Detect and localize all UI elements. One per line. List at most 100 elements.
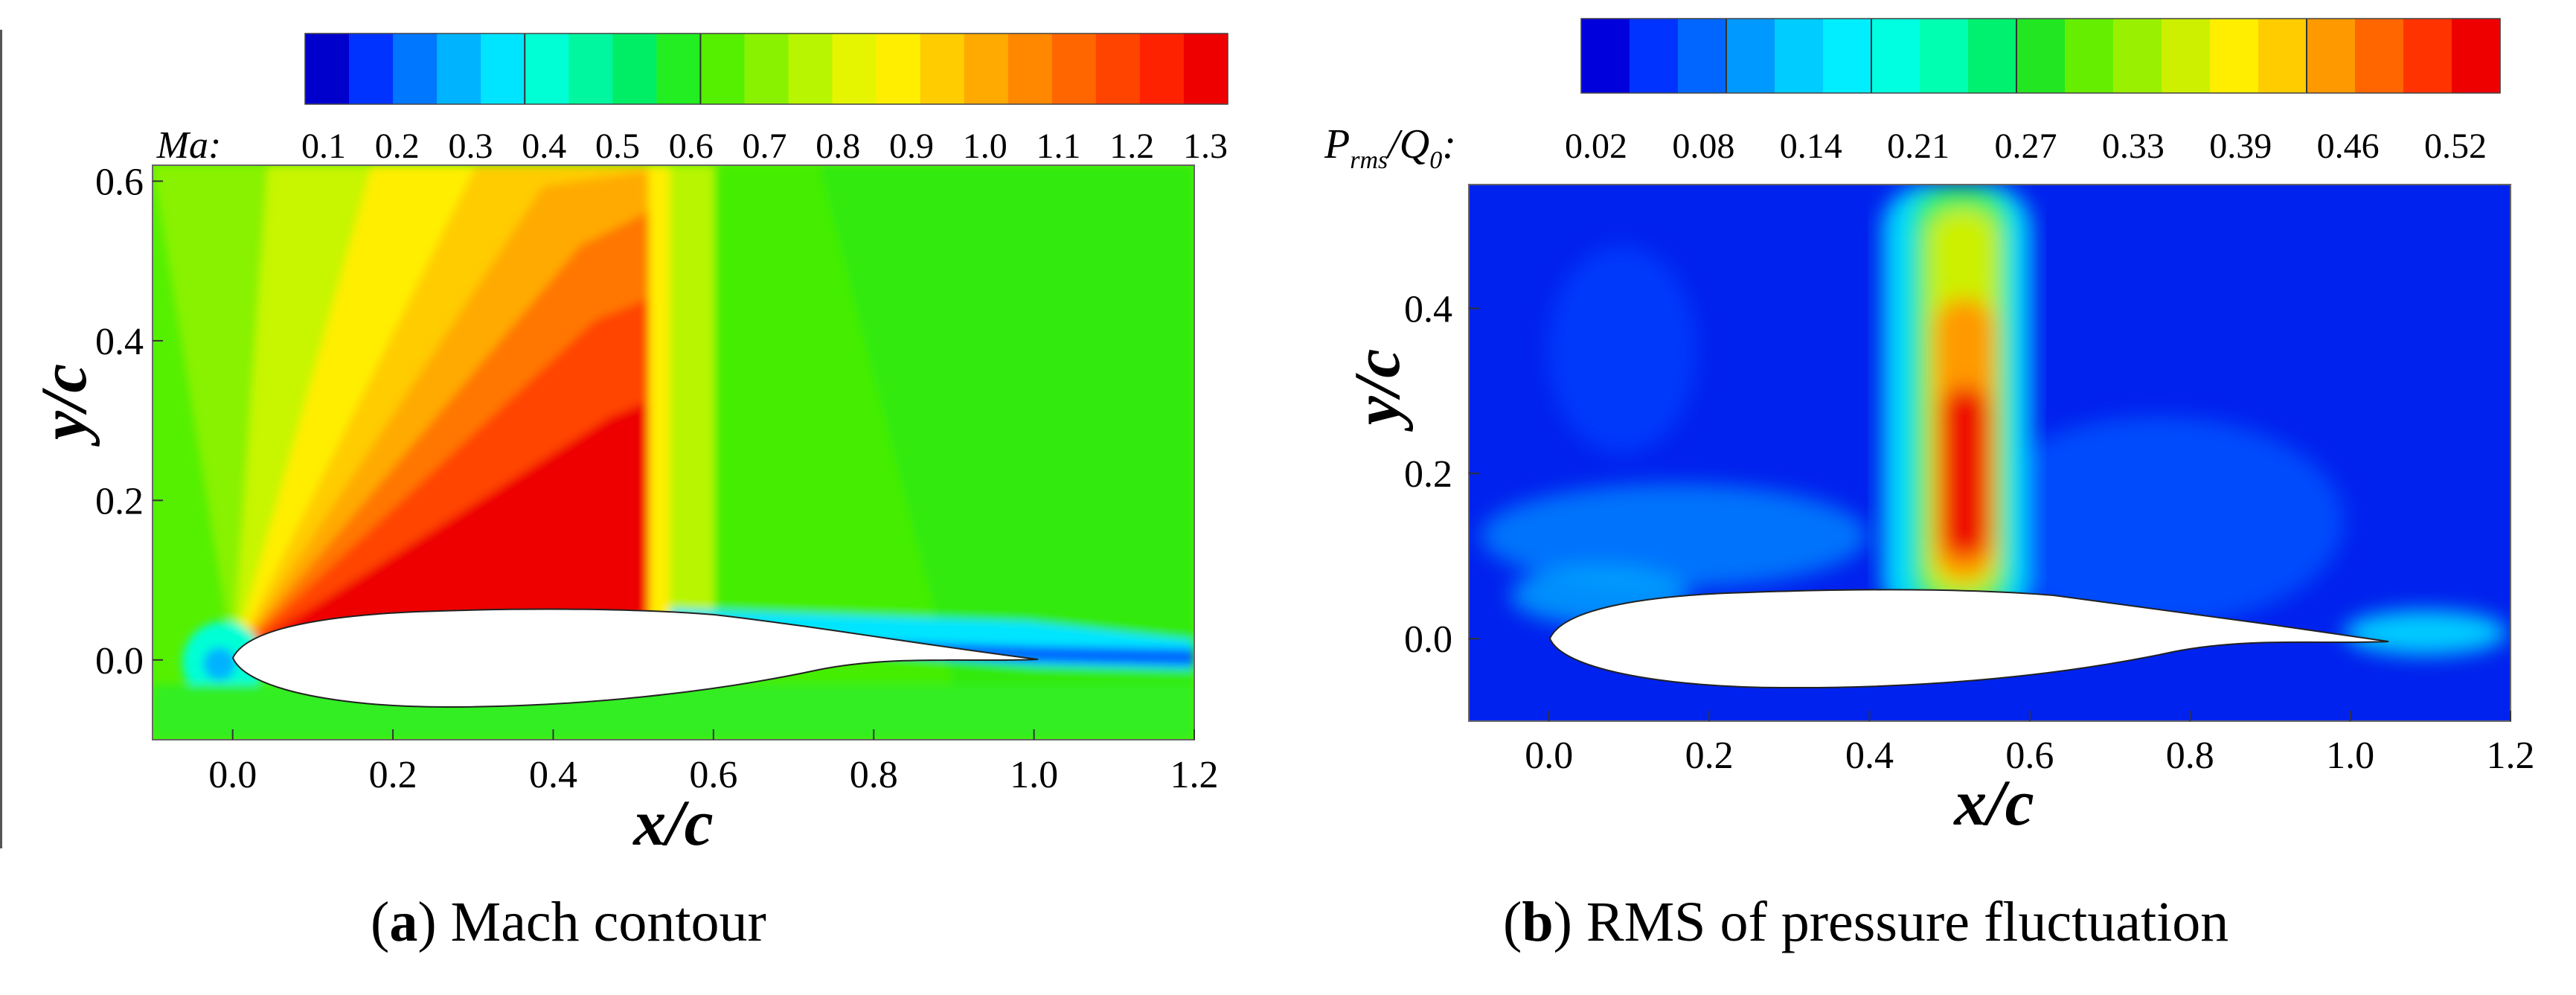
colorbar-tick-label: 0.7 [743, 127, 787, 166]
ylabel-b: y/c [1342, 349, 1414, 432]
colorbar-swatch [1968, 19, 2017, 93]
colorbar-tick-label: 0.14 [1780, 127, 1842, 166]
rms-shock-red [1941, 387, 1990, 558]
colorbar-swatch [1630, 19, 1679, 93]
colorbar-tick-label: 0.39 [2209, 127, 2272, 166]
y-tick-label: 0.4 [95, 321, 144, 363]
colorbar-rms-ticks: 0.02 0.08 0.14 0.21 0.27 0.33 0.39 0.46 0.52 [1565, 127, 2487, 166]
colorbar-rms-label-main: P [1324, 121, 1350, 167]
caption-b: (b) RMS of pressure fluctuation [1503, 891, 2229, 953]
colorbar-rms-label-sub: rms [1350, 147, 1388, 174]
colorbar-swatch [568, 33, 613, 104]
colorbar-mach-label: Ma: [156, 124, 222, 167]
x-tick-label: 0.2 [369, 754, 417, 796]
colorbar-swatch [964, 33, 1009, 104]
colorbar-swatch [1183, 33, 1228, 104]
caption-b-text: RMS of pressure fluctuation [1586, 891, 2229, 953]
colorbar-swatch [2258, 19, 2307, 93]
colorbar-swatch [525, 33, 569, 104]
x-tick-label: 0.6 [689, 754, 737, 796]
caption-a: (a) Mach contour [371, 891, 766, 953]
colorbar-swatch [2355, 19, 2404, 93]
airfoil-b [1548, 589, 2389, 689]
colorbar-swatch [305, 33, 350, 104]
colorbar-swatch [2162, 19, 2211, 93]
colorbar-swatch [876, 33, 921, 104]
colorbar-tick-label: 0.9 [889, 127, 934, 166]
y-tick-label: 0.4 [1404, 288, 1452, 330]
colorbar-tick-label: 0.8 [816, 127, 860, 166]
x-tick-label: 0.0 [1525, 735, 1573, 777]
x-tick-label: 0.8 [850, 754, 898, 796]
colorbar-rms [1580, 18, 2501, 94]
colorbar-swatch [656, 33, 702, 104]
colorbar-tick-label: 0.52 [2424, 127, 2487, 166]
colorbar-tick-label: 0.4 [522, 127, 566, 166]
colorbar-swatch [788, 33, 833, 104]
rms-wake [2344, 610, 2508, 655]
field-stagnation-inner [203, 647, 236, 680]
y-tick-label: 0.0 [1404, 618, 1452, 661]
colorbar-swatch [2403, 19, 2452, 93]
rms-forward-halo [1481, 484, 1868, 588]
colorbar-tick-label: 0.27 [1995, 127, 2057, 166]
y-tick-label: 0.6 [95, 161, 144, 203]
field-shock-band [649, 165, 670, 619]
colorbar-rms-label-tail: /Q [1385, 121, 1429, 167]
colorbar-tick-label: 0.08 [1672, 127, 1734, 166]
rms-upper-halo [1548, 246, 1696, 454]
colorbar-tick-label: 0.02 [1565, 127, 1627, 166]
x-tick-label: 1.0 [2326, 735, 2374, 777]
colorbar-tick-label: 1.2 [1109, 127, 1154, 166]
xlabel-b: x/c [1952, 767, 2034, 839]
colorbar-tick-label: 0.6 [669, 127, 714, 166]
panel-a: Ma: 0.1 0.2 0.3 0.4 0.5 0.6 0.7 0.8 0.9 1.0 1.1 1.2… [28, 33, 1228, 860]
x-tick-label: 0.6 [2005, 735, 2054, 777]
axes-a: 0.0 0.2 0.4 0.6 0.8 1.0 1.2 0.0 0.2 0.4 0.6 [95, 161, 1219, 796]
x-tick-label: 1.2 [1170, 754, 1219, 796]
y-tick-label: 0.2 [1404, 453, 1452, 496]
colorbar-swatch [1678, 19, 1727, 93]
x-tick-label: 1.2 [2487, 735, 2535, 777]
colorbar-swatch [2016, 19, 2066, 93]
colorbar-swatch [349, 33, 394, 104]
colorbar-border [1580, 18, 2501, 94]
colorbar-tick-label: 0.46 [2317, 127, 2380, 166]
colorbar-swatch [1871, 19, 1920, 93]
plot-frame-a [152, 164, 1195, 740]
colorbar-swatch [481, 33, 525, 104]
colorbar-swatch [1775, 19, 1824, 93]
colorbar-rms-label-sub2: 0 [1429, 147, 1442, 174]
colorbar-swatch [1095, 33, 1141, 104]
colorbar-swatch [2065, 19, 2114, 93]
colorbar-swatch [744, 33, 789, 104]
airfoil [231, 608, 1039, 708]
colorbar-swatch [1007, 33, 1053, 104]
x-tick-label: 0.0 [208, 754, 257, 796]
colorbar-swatch [2210, 19, 2259, 93]
colorbar-swatch [1581, 19, 1630, 93]
colorbar-mach [304, 33, 1228, 105]
colorbar-swatch [2307, 19, 2356, 93]
colorbar-tick-label: 1.1 [1037, 127, 1081, 166]
x-tick-label: 0.4 [529, 754, 577, 796]
colorbar-swatch [1920, 19, 1969, 93]
colorbar-swatch [2452, 19, 2501, 93]
colorbar-swatch [2113, 19, 2162, 93]
colorbar-tick-label: 0.21 [1887, 127, 1949, 166]
field-fan-red [233, 402, 647, 658]
caption-b-letter: b [1522, 891, 1554, 953]
ylabel-a: y/c [28, 364, 100, 447]
y-tick-label: 0.0 [95, 640, 144, 682]
colorbar-mach-ticks: 0.1 0.2 0.3 0.4 0.5 0.6 0.7 0.8 0.9 1.0 1.1 1.2 1.3 [301, 127, 1228, 166]
colorbar-swatch [1051, 33, 1097, 104]
colorbar-tick-label: 0.1 [301, 127, 346, 166]
colorbar-swatch [700, 33, 746, 104]
colorbar-tick-label: 1.3 [1183, 127, 1228, 166]
colorbar-rms-label: Prms/Q0: [1324, 121, 1456, 174]
x-tick-label: 0.8 [2166, 735, 2214, 777]
colorbar-tick-label: 1.0 [963, 127, 1007, 166]
y-tick-label: 0.2 [95, 480, 144, 522]
colorbar-tick-label: 0.5 [595, 127, 640, 166]
